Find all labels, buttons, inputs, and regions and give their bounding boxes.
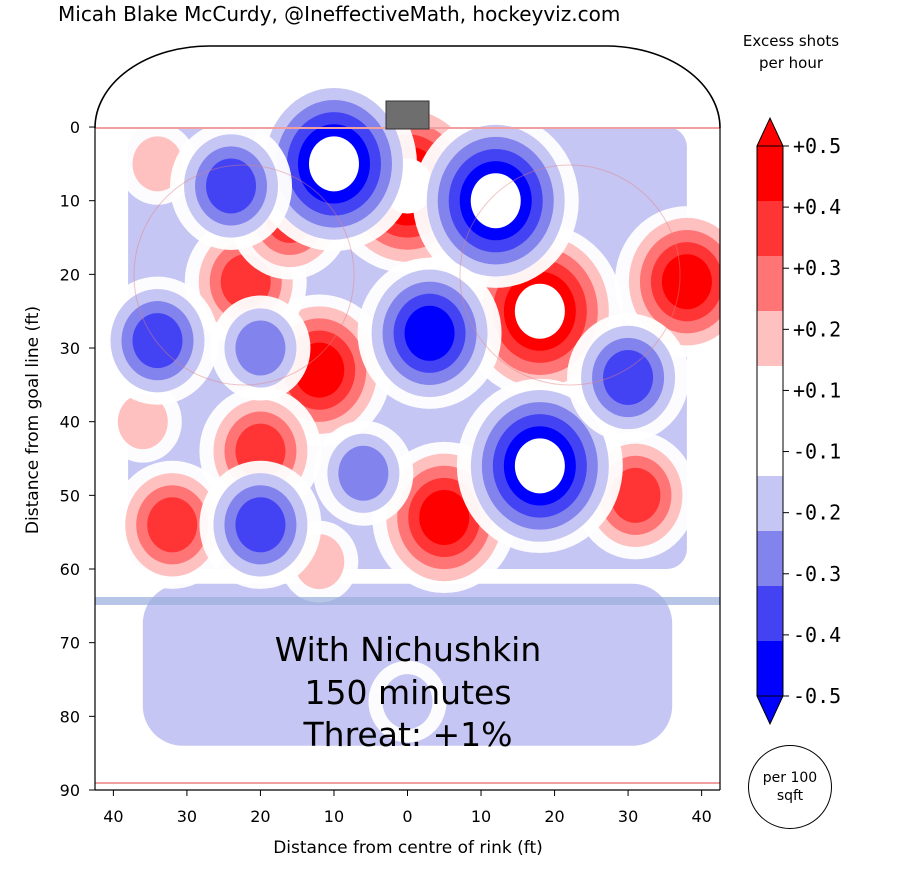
colorbar-segment bbox=[757, 201, 783, 256]
heatmap-layer bbox=[96, 76, 720, 746]
x-tick-label: 40 bbox=[691, 807, 711, 826]
colorbar-segment bbox=[757, 476, 783, 531]
colorbar-tick-label: +0.3 bbox=[793, 256, 841, 280]
colorbar-tick-label: -0.3 bbox=[793, 562, 841, 586]
heat-blob-band bbox=[117, 394, 168, 450]
colorbar-segment bbox=[757, 641, 783, 696]
x-tick-label: 10 bbox=[324, 807, 344, 826]
x-tick-label: 30 bbox=[618, 807, 638, 826]
heat-blob-band bbox=[132, 313, 183, 369]
heat-blob-band bbox=[514, 438, 565, 494]
heat-blob-band bbox=[514, 283, 565, 339]
colorbar-frame bbox=[756, 145, 784, 697]
colorbar: +0.5 +0.4 +0.3 +0.2 +0.1 -0.1 -0.2 -0.3 -0.4 -0.5 bbox=[756, 116, 841, 726]
y-axis-label: Distance from goal line (ft) bbox=[23, 306, 43, 534]
x-tick-label: 10 bbox=[471, 807, 491, 826]
colorbar-tick-label: -0.4 bbox=[793, 623, 841, 647]
faceoff-circle-right bbox=[459, 164, 681, 386]
chart-credit: Micah Blake McCurdy, @IneffectiveMath, h… bbox=[58, 2, 621, 26]
y-tick-label: 50 bbox=[60, 486, 80, 505]
goal-net bbox=[385, 100, 430, 130]
colorbar-segment bbox=[757, 311, 783, 366]
y-tick-label: 20 bbox=[60, 265, 80, 284]
colorbar-segment bbox=[757, 366, 783, 476]
colorbar-tick-label: +0.4 bbox=[793, 195, 841, 219]
y-axis-ticks: 0 10 20 30 40 50 60 70 80 90 bbox=[60, 118, 95, 800]
heat-blob-band bbox=[206, 158, 257, 214]
colorbar-segment bbox=[757, 586, 783, 641]
colorbar-tick-label: -0.2 bbox=[793, 501, 841, 525]
heat-blob-band bbox=[661, 254, 712, 310]
annotation-line-1: With Nichushkin bbox=[275, 630, 542, 669]
colorbar-tick-label: -0.1 bbox=[793, 440, 841, 464]
colorbar-bottom-arrow bbox=[756, 695, 784, 726]
y-tick-label: 80 bbox=[60, 707, 80, 726]
x-axis-label: Distance from centre of rink (ft) bbox=[273, 838, 543, 858]
colorbar-tick-label: -0.5 bbox=[793, 684, 841, 708]
x-tick-label: 20 bbox=[250, 807, 270, 826]
x-tick-label: 20 bbox=[544, 807, 564, 826]
heat-blob-band bbox=[470, 173, 521, 229]
heat-blob-band bbox=[338, 445, 389, 501]
colorbar-tick-label: +0.2 bbox=[793, 317, 841, 341]
colorbar-tick-label: +0.1 bbox=[793, 378, 841, 402]
heat-blob-band bbox=[610, 467, 661, 523]
colorbar-title: Excess shots per hour bbox=[742, 32, 840, 72]
heat-blob-band bbox=[132, 136, 183, 192]
colorbar-segment bbox=[757, 531, 783, 586]
heat-blob-band bbox=[382, 674, 433, 730]
annotation-line-2: 150 minutes bbox=[304, 673, 511, 712]
heat-blob-band bbox=[603, 349, 654, 405]
colorbar-tick-label: +0.5 bbox=[793, 134, 841, 158]
y-tick-label: 60 bbox=[60, 560, 80, 579]
x-tick-label: 40 bbox=[103, 807, 123, 826]
y-tick-label: 40 bbox=[60, 413, 80, 432]
y-tick-label: 10 bbox=[60, 192, 80, 211]
faceoff-circle-left bbox=[133, 164, 355, 386]
heat-blob-band bbox=[235, 497, 286, 553]
x-axis-ticks: 40 30 20 10 0 10 20 30 40 bbox=[103, 790, 712, 826]
per-area-badge-text: per 100 sqft bbox=[762, 770, 818, 804]
colorbar-segment bbox=[757, 146, 783, 201]
heat-blob-band bbox=[147, 497, 198, 553]
annotation-line-3: Threat: +1% bbox=[303, 715, 513, 754]
rink-boards bbox=[94, 45, 721, 129]
colorbar-segment bbox=[757, 256, 783, 311]
heat-blob-band bbox=[419, 489, 470, 545]
heat-blob-band bbox=[404, 305, 455, 361]
y-tick-label: 70 bbox=[60, 634, 80, 653]
colorbar-top-arrow bbox=[756, 116, 784, 147]
y-tick-label: 0 bbox=[70, 118, 80, 137]
per-area-badge: per 100 sqft bbox=[748, 745, 832, 829]
x-tick-label: 0 bbox=[402, 807, 412, 826]
x-tick-label: 30 bbox=[177, 807, 197, 826]
y-tick-label: 30 bbox=[60, 339, 80, 358]
y-tick-label: 90 bbox=[60, 781, 80, 800]
heat-blob-band bbox=[235, 320, 286, 376]
heat-blob-band bbox=[308, 136, 359, 192]
